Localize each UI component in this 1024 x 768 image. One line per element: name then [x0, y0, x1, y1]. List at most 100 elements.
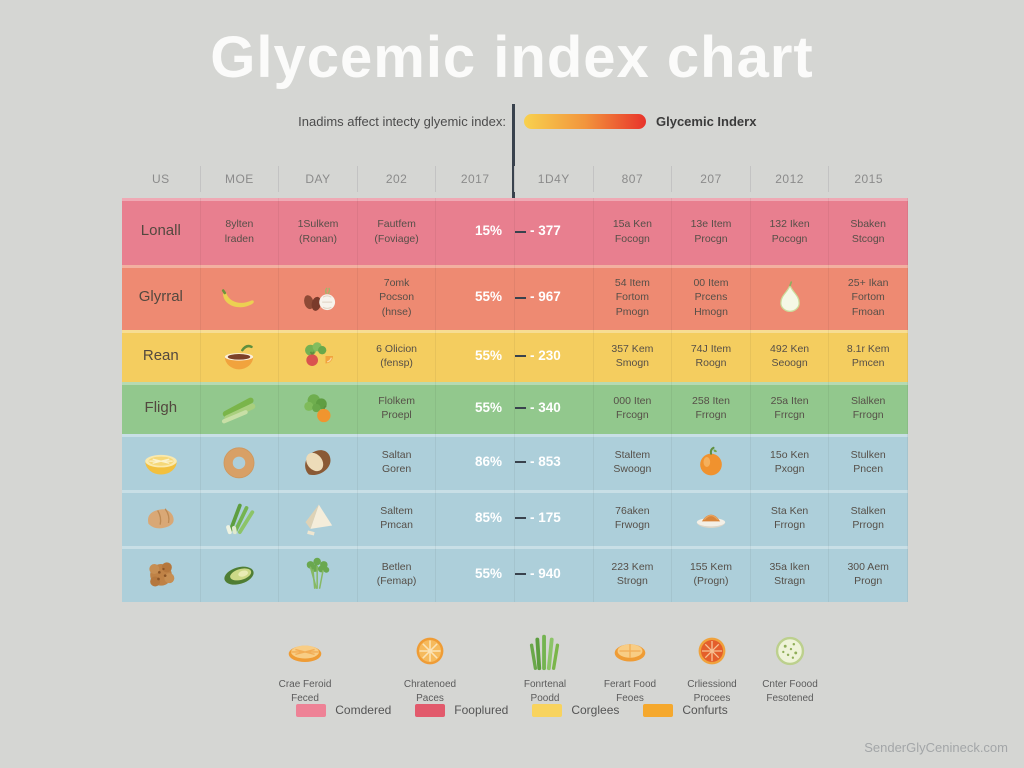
table-body: Lonall 8ylten lraden 1Sulkem (Ronan) Fautfem(…: [122, 198, 908, 602]
swatch-item: Corglees: [532, 703, 619, 717]
cell-line: 7omk: [383, 277, 410, 290]
parsley-icon: [298, 554, 338, 594]
cell-line: 357 Kem: [611, 342, 654, 355]
cell-line: lraden: [224, 232, 254, 245]
divider-tick: [515, 407, 526, 409]
legend-item-label: Cnter Foood Fesotened: [762, 679, 818, 704]
cell-line: 15a Ken: [612, 218, 652, 231]
cell-line: 25a Iten: [770, 394, 809, 407]
swatch-item: Confurts: [643, 703, 728, 717]
text-cell: Stulken Pncen: [829, 434, 908, 490]
cell-line: 15o Ken: [770, 448, 810, 461]
cell-line: Fortom: [851, 291, 885, 304]
cell-line: 8ylten: [225, 218, 254, 231]
cell-line: 8.1r Kem: [846, 342, 890, 355]
cell-line: Strogn: [616, 575, 648, 587]
text-cell: Staltem Swoogn: [594, 434, 673, 490]
column-header: 207: [672, 166, 751, 192]
green-onions-icon: [219, 498, 259, 538]
column-header: DAY: [279, 166, 358, 192]
table-row: Rean 6 Olicion (fensp) 55% - 230 357 Kem Smogn…: [122, 330, 908, 382]
cell-line: (Foviage): [374, 232, 419, 245]
index-value: - 377: [515, 198, 594, 265]
cell-line: Staltem: [614, 448, 651, 461]
cell-line: Smogn: [615, 357, 650, 369]
swatch-item: Fooplured: [415, 703, 508, 717]
cell-line: 13e Item: [690, 218, 732, 231]
icon-cell: [672, 434, 751, 490]
text-cell: 155 Kem (Progn): [672, 546, 751, 602]
cell-line: Frrogn: [852, 409, 884, 421]
index-value: - 967: [515, 265, 594, 330]
cell-line: 000 Iten: [613, 394, 652, 407]
text-cell: 1Sulkem (Ronan): [279, 198, 358, 265]
cell-line: Stalken: [850, 504, 886, 517]
veggies-icon: [298, 336, 338, 376]
icon-cell: [201, 546, 280, 602]
cell-line: Frrogn: [774, 519, 806, 531]
cell-line: 00 Item: [693, 277, 729, 290]
cell-line: 35a Iken: [769, 560, 810, 573]
cell-line: 1Sulkem: [297, 218, 339, 231]
spice-bowl-icon: [691, 498, 731, 538]
cell-line: Proepl: [381, 409, 412, 421]
text-cell: Flolkem Proepl: [358, 382, 437, 434]
cell-line: 258 Iten: [692, 394, 730, 407]
text-cell: 132 Iken Pocogn: [751, 198, 830, 265]
legend-item: Ferart Food Feoes: [570, 626, 690, 705]
cell-line: 132 Iken: [769, 218, 810, 231]
icon-cell: [201, 265, 280, 330]
legend-item-label: Fonrtenal Poodd: [523, 679, 567, 704]
text-cell: 8ylten lraden: [201, 198, 280, 265]
column-header: 807: [594, 166, 673, 192]
cell-line: Roogn: [695, 357, 727, 369]
column-header: US: [122, 166, 201, 192]
celery-icon: [219, 388, 259, 428]
icon-cell: [201, 330, 280, 382]
icon-cell: [672, 490, 751, 546]
text-cell: Stalken Prrogn: [829, 490, 908, 546]
cell-line: (hnse): [381, 305, 412, 318]
column-header: MOE: [201, 166, 280, 192]
cell-line: Saltan: [381, 448, 412, 461]
banana-icon: [219, 278, 259, 318]
icon-cell: [122, 490, 201, 546]
cell-line: 492 Ken: [770, 342, 810, 355]
text-cell: Sbaken Stcogn: [829, 198, 908, 265]
icon-cell: [122, 546, 201, 602]
glycemic-gradient-bar: [524, 114, 646, 129]
cell-line: Pocogn: [771, 232, 808, 245]
cell-line: Stcogn: [851, 232, 885, 245]
orange-slice-icon: [370, 626, 490, 676]
text-cell: 00 Item Prcens Hmogn: [672, 265, 751, 330]
orange-wedge-icon: [570, 626, 690, 676]
text-cell: 13e Item Procgn: [672, 198, 751, 265]
cell-line: Flolkem: [378, 394, 415, 407]
color-swatch: [296, 703, 327, 717]
cell-line: 76aken: [615, 504, 650, 517]
cell-line: 6 Olicion: [376, 342, 418, 355]
swatch-label: Fooplured: [454, 703, 509, 717]
blood-orange-icon: [652, 626, 772, 676]
column-header: 2012: [751, 166, 830, 192]
cell-line: 74J Item: [690, 342, 732, 355]
tofu-wedge-icon: [298, 498, 338, 538]
green-sprouts-icon: [485, 626, 605, 676]
text-cell: Saltan Goren: [358, 434, 437, 490]
table-row: Betlen (Femap) 55% - 940 223 Kem Strogn 155 Ke…: [122, 546, 908, 602]
swatch-label: Confurts: [682, 703, 728, 717]
row-label: Fligh: [122, 382, 201, 434]
percent-value: 55%: [436, 546, 515, 602]
color-swatch-legend: Comdered Fooplured Corglees Confurts: [0, 703, 1024, 717]
orange-slice-flat-icon: [245, 626, 365, 676]
cell-line: 223 Kem: [611, 560, 654, 573]
text-cell: 492 Ken Seoogn: [751, 330, 830, 382]
soup-bowl-icon: [219, 336, 259, 376]
cell-line: 155 Kem: [689, 560, 732, 573]
icon-cell: [279, 490, 358, 546]
column-header: 2015: [854, 172, 884, 186]
text-cell: Saltem Pmcan: [358, 490, 437, 546]
cell-line: Sbaken: [850, 218, 886, 231]
text-cell: 15a Ken Focogn: [594, 198, 673, 265]
